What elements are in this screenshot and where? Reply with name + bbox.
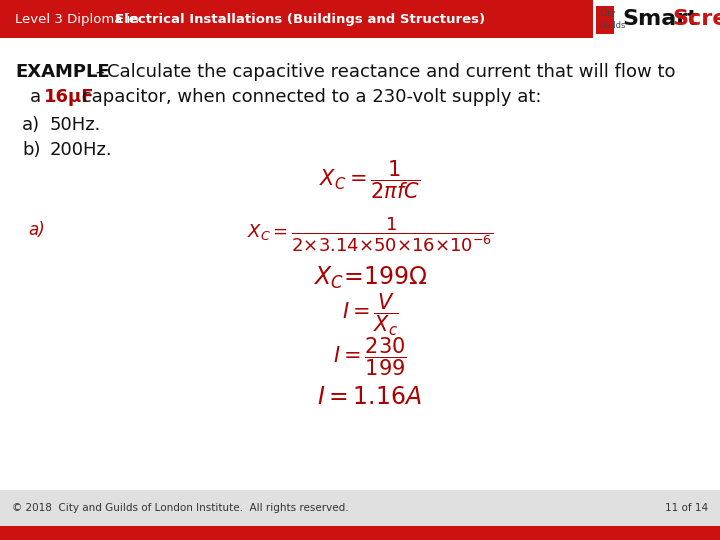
Text: $X_C = \dfrac{1}{2{\times}3.14{\times}50{\times}16{\times}10^{-6}}$: $X_C = \dfrac{1}{2{\times}3.14{\times}50…	[247, 215, 493, 254]
Text: Calculate the capacitive reactance and current that will flow to: Calculate the capacitive reactance and c…	[107, 63, 675, 81]
Text: $X_C\!=\!199\Omega$: $X_C\!=\!199\Omega$	[312, 265, 428, 291]
Text: capacitor, when connected to a 230-volt supply at:: capacitor, when connected to a 230-volt …	[76, 88, 541, 106]
Bar	[0, 526, 720, 540]
Text: 11 of 14: 11 of 14	[665, 503, 708, 513]
Text: Smart: Smart	[622, 9, 698, 29]
Bar	[0, 490, 720, 540]
Text: a): a)	[28, 221, 45, 239]
Text: 16μF: 16μF	[44, 88, 94, 106]
Text: a): a)	[22, 116, 40, 134]
Bar	[596, 6, 614, 34]
Text: Screen: Screen	[672, 9, 720, 29]
Bar	[593, 0, 720, 38]
Text: $X_C = \dfrac{1}{2\pi f C}$: $X_C = \dfrac{1}{2\pi f C}$	[319, 159, 420, 201]
Text: –: –	[90, 63, 110, 81]
Text: $I = \dfrac{230}{199}$: $I = \dfrac{230}{199}$	[333, 336, 407, 378]
Text: Guilds: Guilds	[600, 22, 626, 30]
Text: 200Hz.: 200Hz.	[50, 141, 112, 159]
Text: 50Hz.: 50Hz.	[50, 116, 102, 134]
Text: $I = 1.16A$: $I = 1.16A$	[318, 385, 423, 409]
Text: $I = \dfrac{V}{X_c}$: $I = \dfrac{V}{X_c}$	[342, 292, 398, 338]
Bar	[0, 0, 720, 38]
Text: EXAMPLE: EXAMPLE	[15, 63, 109, 81]
Text: City: City	[600, 9, 616, 17]
Text: a: a	[30, 88, 47, 106]
Text: b): b)	[22, 141, 40, 159]
Text: Level 3 Diploma in: Level 3 Diploma in	[15, 12, 143, 25]
Text: © 2018  City and Guilds of London Institute.  All rights reserved.: © 2018 City and Guilds of London Institu…	[12, 503, 348, 513]
Text: Electrical Installations (Buildings and Structures): Electrical Installations (Buildings and …	[115, 12, 485, 25]
